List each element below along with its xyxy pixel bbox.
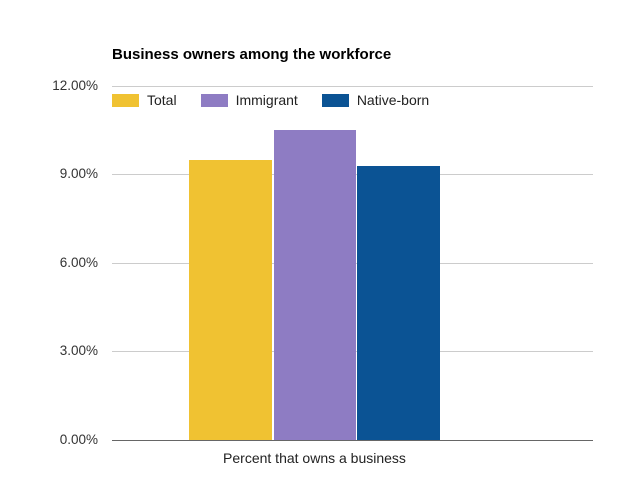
legend-label-total: Total <box>147 92 177 108</box>
legend-label-native-born: Native-born <box>356 92 430 108</box>
legend-item-total: Total <box>112 92 177 108</box>
gridline-12 <box>112 86 593 87</box>
legend-swatch-native-born <box>321 93 349 107</box>
y-tick-0: 0.00% <box>59 432 98 447</box>
bar-total <box>189 160 272 440</box>
y-tick-6: 6.00% <box>59 255 98 270</box>
y-tick-9: 9.00% <box>59 166 98 181</box>
x-category-label: Percent that owns a business <box>223 450 406 466</box>
chart-title: Business owners among the workforce <box>112 46 392 63</box>
legend: Total Immigrant Native-born <box>112 92 453 108</box>
bar-native-born <box>357 166 440 440</box>
bar-immigrant <box>274 130 356 440</box>
legend-label-immigrant: Immigrant <box>235 92 298 108</box>
legend-item-immigrant: Immigrant <box>200 92 298 108</box>
legend-swatch-immigrant <box>200 93 228 107</box>
legend-swatch-total <box>112 93 139 107</box>
x-axis-baseline <box>112 440 593 441</box>
y-tick-12: 12.00% <box>52 78 98 93</box>
plot-area: Percent that owns a business <box>112 0 593 498</box>
legend-item-native-born: Native-born <box>321 92 430 108</box>
y-tick-3: 3.00% <box>59 343 98 358</box>
